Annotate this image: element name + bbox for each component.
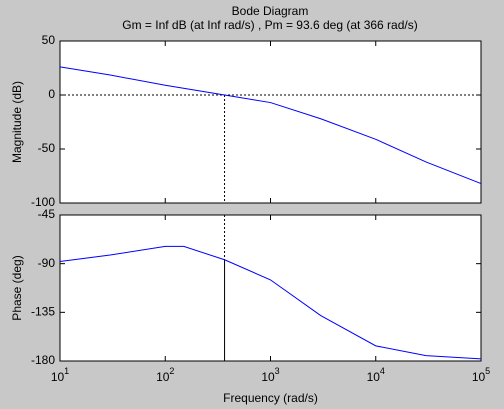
y-tick-label: -45: [38, 207, 56, 221]
x-axis-label: Frequency (rad/s): [223, 391, 318, 405]
y-axis-label: Magnitude (dB): [10, 81, 24, 163]
y-tick-label: -180: [31, 353, 55, 367]
x-tick-label: 101: [51, 366, 69, 384]
y-tick-label: -50: [38, 141, 56, 155]
x-tick-label: 102: [156, 366, 174, 384]
y-tick-label: -135: [31, 305, 55, 319]
x-tick-label: 104: [367, 366, 385, 384]
data-line: [59, 66, 482, 185]
x-tick-label: 103: [261, 366, 279, 384]
y-tick-label: -100: [31, 195, 55, 209]
y-tick-label: -90: [38, 256, 56, 270]
y-axis-label: Phase (deg): [10, 255, 24, 320]
x-tick-label: 105: [472, 366, 490, 384]
chart-title: Bode Diagram: [232, 4, 309, 18]
data-line: [59, 245, 482, 360]
y-tick-label: 0: [48, 87, 55, 101]
y-tick-label: 50: [42, 33, 56, 47]
plot-area: [59, 40, 482, 204]
plot-area: [59, 214, 482, 362]
chart-subtitle: Gm = Inf dB (at Inf rad/s) , Pm = 93.6 d…: [122, 18, 417, 32]
